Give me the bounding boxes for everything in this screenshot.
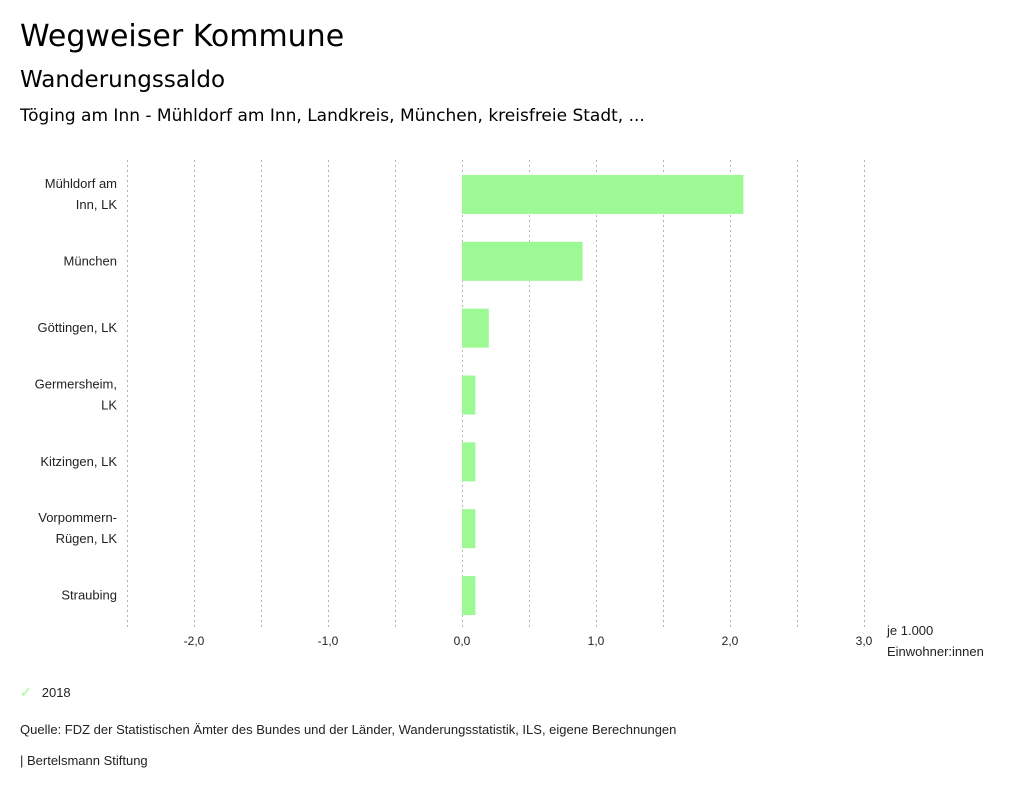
source-note: Quelle: FDZ der Statistischen Ämter des … [20, 722, 677, 737]
x-axis-label: je 1.000 [886, 623, 933, 638]
category-labels: Mühldorf am Inn, LK München Göttingen, LK Ge… [35, 176, 118, 603]
bar[interactable] [462, 308, 489, 348]
category-label: Inn, LK [76, 197, 118, 212]
bar[interactable] [462, 174, 744, 214]
category-label: Mühldorf am [45, 176, 117, 191]
category-label: Kitzingen, LK [40, 454, 117, 469]
check-icon[interactable]: ✓ [20, 684, 32, 700]
region-selection[interactable]: Töging am Inn - Mühldorf am Inn, Landkre… [20, 106, 645, 126]
bar[interactable] [462, 576, 476, 616]
bar[interactable] [462, 375, 476, 415]
credit-note: | Bertelsmann Stiftung [20, 753, 148, 768]
bar[interactable] [462, 509, 476, 549]
bar-chart: Mühldorf am Inn, LK München Göttingen, LK Ge… [35, 160, 984, 659]
category-label: Straubing [61, 588, 117, 603]
x-tick-label: 2,0 [722, 634, 739, 648]
x-tick-label: -1,0 [318, 634, 339, 648]
bar[interactable] [462, 442, 476, 482]
x-tick-label: 0,0 [454, 634, 471, 648]
x-axis-label: Einwohner:innen [887, 644, 984, 659]
bars [462, 174, 744, 616]
x-tick-label: 1,0 [588, 634, 605, 648]
category-label: LK [101, 398, 117, 413]
chart-subtitle: Wanderungssaldo [20, 67, 226, 93]
bar[interactable] [462, 241, 583, 281]
legend[interactable]: ✓ 2018 [20, 684, 71, 701]
x-tick-label: -2,0 [184, 634, 205, 648]
legend-label: 2018 [41, 685, 71, 700]
category-label: Vorpommern- [38, 510, 117, 525]
x-tick-label: 3,0 [856, 634, 873, 648]
grid-lines [127, 160, 865, 628]
category-label: Germersheim, [35, 377, 117, 392]
x-tick-labels: -2,0 -1,0 0,0 1,0 2,0 3,0 [184, 634, 873, 648]
category-label: München [64, 253, 117, 268]
category-label: Rügen, LK [56, 531, 118, 546]
x-axis-unit-label: je 1.000 Einwohner:innen [886, 623, 984, 659]
page-title: Wegweiser Kommune [20, 19, 345, 54]
category-label: Göttingen, LK [38, 320, 118, 335]
